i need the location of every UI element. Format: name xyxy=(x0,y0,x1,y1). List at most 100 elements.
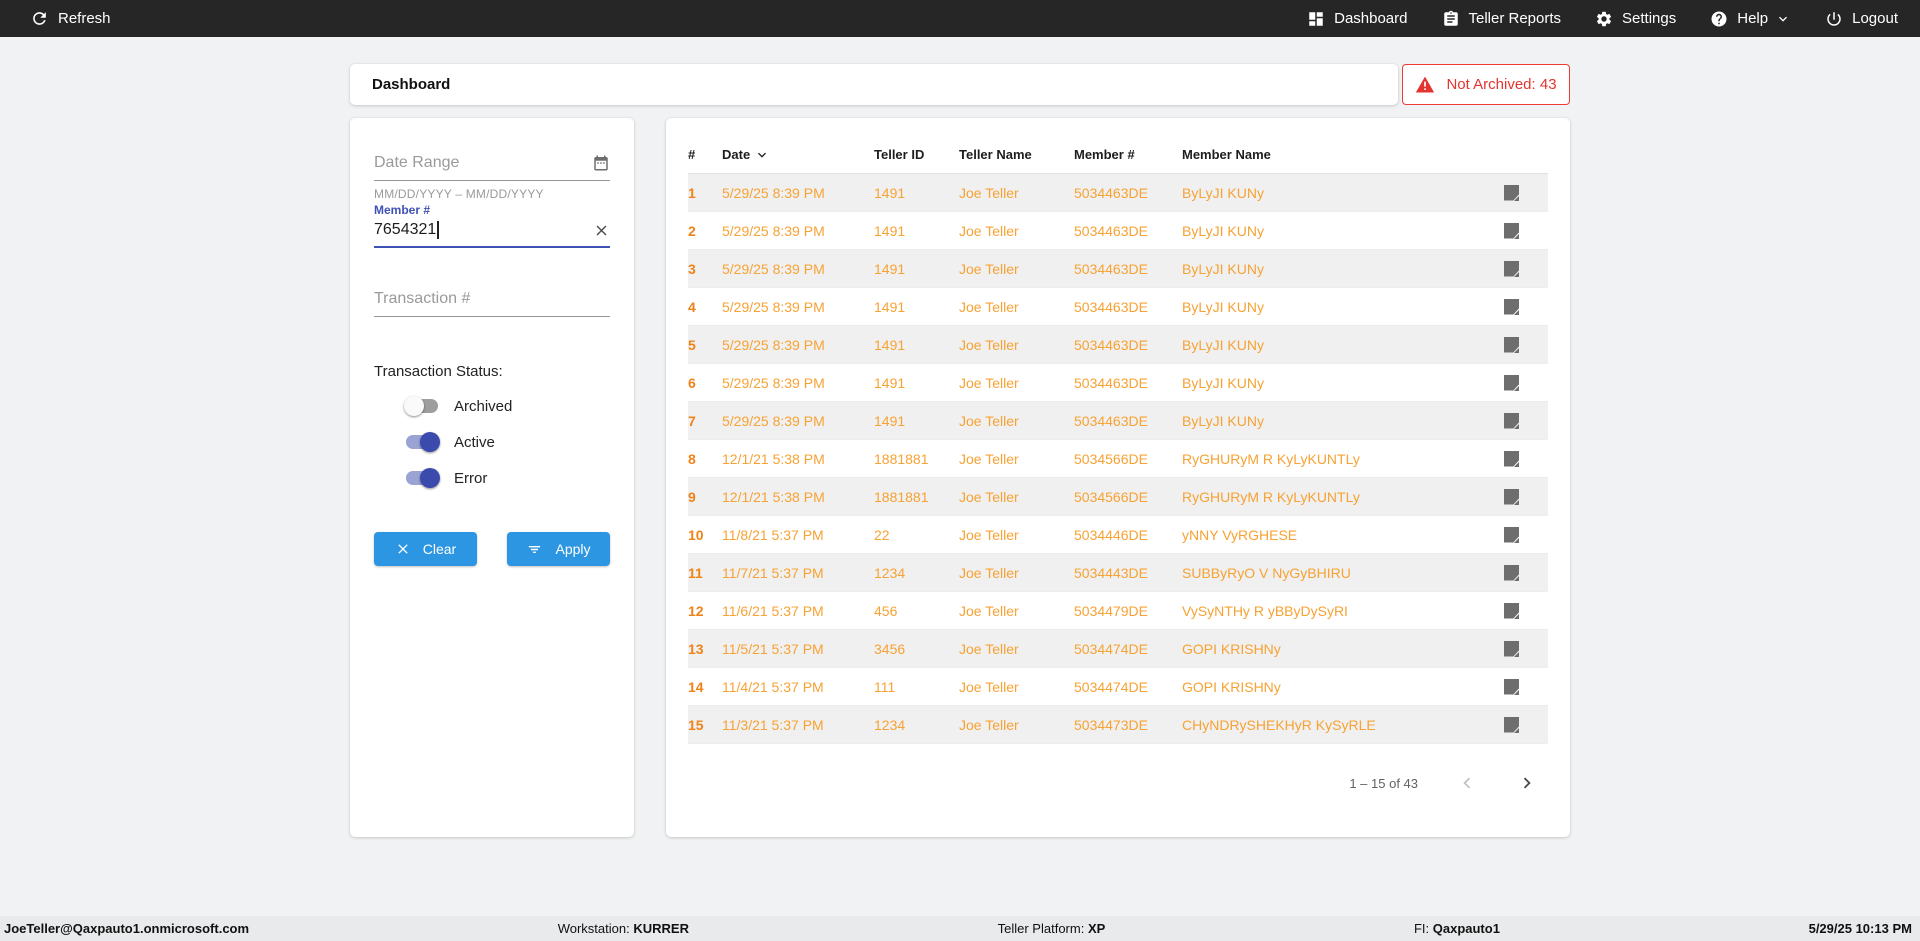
column-header-teller-name[interactable]: Teller Name xyxy=(959,147,1032,162)
note-icon[interactable] xyxy=(1504,678,1519,695)
cell-member-name: RyGHURyM R KyLyKUNTLy xyxy=(1182,450,1360,467)
cell-teller-id: 1491 xyxy=(874,374,906,391)
note-icon[interactable] xyxy=(1504,602,1519,619)
member-number-input[interactable]: 7654321 xyxy=(374,221,437,238)
note-icon[interactable] xyxy=(1504,412,1519,429)
nav-item-settings[interactable]: Settings xyxy=(1595,10,1676,28)
toggle-switch[interactable] xyxy=(404,396,440,416)
cell-member-num: 5034463DE xyxy=(1074,412,1148,429)
transaction-number-field[interactable]: Transaction # xyxy=(374,290,610,317)
table-row[interactable]: 2 5/29/25 8:39 PM 1491 Joe Teller 503446… xyxy=(688,212,1548,250)
cell-member-num: 5034463DE xyxy=(1074,222,1148,239)
table-row[interactable]: 10 11/8/21 5:37 PM 22 Joe Teller 5034446… xyxy=(688,516,1548,554)
note-icon[interactable] xyxy=(1504,298,1519,315)
nav-item-dashboard[interactable]: Dashboard xyxy=(1307,10,1408,28)
row-number: 5 xyxy=(688,336,696,353)
table-row[interactable]: 3 5/29/25 8:39 PM 1491 Joe Teller 503446… xyxy=(688,250,1548,288)
power-icon xyxy=(1825,10,1843,28)
nav-item-teller-reports[interactable]: Teller Reports xyxy=(1442,10,1561,28)
toggle-switch[interactable] xyxy=(404,432,440,452)
not-archived-label: Not Archived: 43 xyxy=(1446,76,1557,93)
table-row[interactable]: 9 12/1/21 5:38 PM 1881881 Joe Teller 503… xyxy=(688,478,1548,516)
table-row[interactable]: 14 11/4/21 5:37 PM 111 Joe Teller 503447… xyxy=(688,668,1548,706)
cell-member-name: SUBByRyO V NyGyBHIRU xyxy=(1182,564,1351,581)
note-icon[interactable] xyxy=(1504,450,1519,467)
table-row[interactable]: 5 5/29/25 8:39 PM 1491 Joe Teller 503446… xyxy=(688,326,1548,364)
column-header-member-name[interactable]: Member Name xyxy=(1182,147,1271,162)
cell-teller-name: Joe Teller xyxy=(959,184,1019,201)
cell-teller-id: 1491 xyxy=(874,260,906,277)
apply-button-label: Apply xyxy=(555,541,591,557)
note-icon[interactable] xyxy=(1504,222,1519,239)
refresh-button[interactable]: Refresh xyxy=(30,9,111,28)
nav-item-label: Help xyxy=(1737,10,1769,27)
column-header-date[interactable]: Date xyxy=(722,147,874,163)
calendar-icon[interactable] xyxy=(592,154,610,172)
not-archived-badge[interactable]: Not Archived: 43 xyxy=(1402,64,1570,105)
toggle-switch[interactable] xyxy=(404,468,440,488)
cell-date: 5/29/25 8:39 PM xyxy=(722,374,825,391)
status-toggles: Archived Active Error xyxy=(404,396,610,488)
cell-member-name: ByLyJI KUNy xyxy=(1182,184,1264,201)
nav-item-label: Dashboard xyxy=(1334,10,1408,27)
previous-page-button[interactable] xyxy=(1456,772,1478,794)
toggle-label: Archived xyxy=(454,397,513,415)
note-icon[interactable] xyxy=(1504,526,1519,543)
cell-date: 5/29/25 8:39 PM xyxy=(722,184,825,201)
next-page-button[interactable] xyxy=(1516,772,1538,794)
cell-teller-name: Joe Teller xyxy=(959,222,1019,239)
column-header-member-num[interactable]: Member # xyxy=(1074,147,1135,162)
row-number: 11 xyxy=(688,564,703,581)
pagination-range-label: 1 – 15 of 43 xyxy=(1349,775,1418,791)
note-icon[interactable] xyxy=(1504,488,1519,505)
table-row[interactable]: 1 5/29/25 8:39 PM 1491 Joe Teller 503446… xyxy=(688,174,1548,212)
note-icon[interactable] xyxy=(1504,640,1519,657)
table-row[interactable]: 13 11/5/21 5:37 PM 3456 Joe Teller 50344… xyxy=(688,630,1548,668)
cell-teller-id: 22 xyxy=(874,526,890,543)
filter-icon xyxy=(526,541,543,558)
table-row[interactable]: 7 5/29/25 8:39 PM 1491 Joe Teller 503446… xyxy=(688,402,1548,440)
cell-member-num: 5034443DE xyxy=(1074,564,1148,581)
fi-status: FI: Qaxpauto1 xyxy=(1413,921,1500,936)
table-row[interactable]: 11 11/7/21 5:37 PM 1234 Joe Teller 50344… xyxy=(688,554,1548,592)
column-header-teller-id[interactable]: Teller ID xyxy=(874,147,925,162)
row-number: 4 xyxy=(688,298,696,315)
cell-teller-id: 1234 xyxy=(874,716,906,733)
status-toggle[interactable]: Active xyxy=(404,432,610,452)
note-icon[interactable] xyxy=(1504,564,1519,581)
cell-teller-name: Joe Teller xyxy=(959,526,1019,543)
cell-teller-name: Joe Teller xyxy=(959,298,1019,315)
note-icon[interactable] xyxy=(1504,184,1519,201)
note-icon[interactable] xyxy=(1504,716,1519,733)
table-row[interactable]: 4 5/29/25 8:39 PM 1491 Joe Teller 503446… xyxy=(688,288,1548,326)
cell-member-num: 5034474DE xyxy=(1074,678,1148,695)
note-icon[interactable] xyxy=(1504,260,1519,277)
member-number-field[interactable]: 7654321 xyxy=(374,221,610,248)
clear-button[interactable]: Clear xyxy=(374,532,477,566)
cell-teller-name: Joe Teller xyxy=(959,488,1019,505)
cell-member-num: 5034463DE xyxy=(1074,184,1148,201)
clear-field-icon[interactable] xyxy=(593,222,610,239)
column-header-num[interactable]: # xyxy=(688,147,696,162)
row-number: 2 xyxy=(688,222,696,239)
note-icon[interactable] xyxy=(1504,336,1519,353)
toggle-label: Error xyxy=(454,469,488,487)
date-range-field[interactable]: Date Range xyxy=(374,154,610,181)
page-header: Dashboard xyxy=(350,64,1398,105)
nav-item-help[interactable]: Help xyxy=(1710,10,1791,28)
status-toggle[interactable]: Error xyxy=(404,468,610,488)
cell-teller-id: 111 xyxy=(874,678,896,695)
table-row[interactable]: 8 12/1/21 5:38 PM 1881881 Joe Teller 503… xyxy=(688,440,1548,478)
apply-button[interactable]: Apply xyxy=(507,532,610,566)
cell-teller-id: 1491 xyxy=(874,298,906,315)
cell-teller-name: Joe Teller xyxy=(959,640,1019,657)
row-number: 13 xyxy=(688,640,704,657)
table-row[interactable]: 6 5/29/25 8:39 PM 1491 Joe Teller 503446… xyxy=(688,364,1548,402)
status-toggle[interactable]: Archived xyxy=(404,396,610,416)
row-number: 10 xyxy=(688,526,704,543)
nav-item-logout[interactable]: Logout xyxy=(1825,10,1898,28)
cell-teller-id: 1491 xyxy=(874,412,906,429)
table-row[interactable]: 12 11/6/21 5:37 PM 456 Joe Teller 503447… xyxy=(688,592,1548,630)
table-row[interactable]: 15 11/3/21 5:37 PM 1234 Joe Teller 50344… xyxy=(688,706,1548,744)
note-icon[interactable] xyxy=(1504,374,1519,391)
